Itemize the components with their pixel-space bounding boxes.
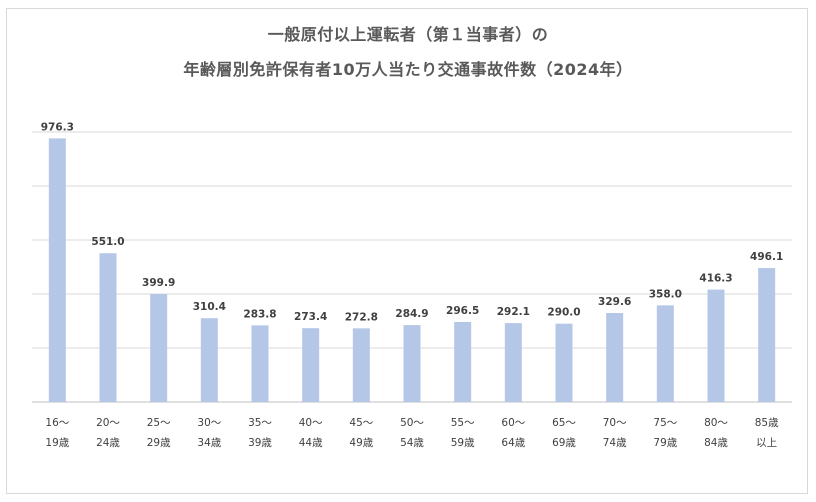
- x-tick-label: 60～: [501, 417, 525, 429]
- x-tick-label: 49歳: [349, 437, 373, 449]
- data-label: 358.0: [649, 288, 682, 300]
- x-tick-label: 以上: [756, 437, 777, 449]
- bar: [707, 289, 725, 402]
- data-label: 273.4: [294, 311, 327, 323]
- x-tick-label: 30～: [197, 417, 221, 429]
- x-tick-label: 55～: [451, 417, 475, 429]
- x-tick-label: 16～: [45, 417, 69, 429]
- x-tick-label: 45～: [349, 417, 373, 429]
- x-tick-label: 39歳: [248, 437, 272, 449]
- x-tick-label: 65～: [552, 417, 576, 429]
- chart-title-line2: 年齢層別免許保有者10万人当たり交通事故件数（2024年）: [183, 60, 633, 79]
- bar: [606, 313, 624, 402]
- bar: [200, 318, 218, 402]
- bar: [656, 305, 674, 402]
- chart-title-line1: 一般原付以上運転者（第１当事者）の: [267, 25, 549, 44]
- x-tick-label: 20～: [96, 417, 120, 429]
- data-label: 290.0: [547, 307, 580, 319]
- x-tick-label: 40～: [299, 417, 323, 429]
- x-tick-label: 64歳: [501, 437, 525, 449]
- x-tick-label: 44歳: [299, 437, 323, 449]
- x-tick-label: 80～: [704, 417, 728, 429]
- x-tick-label: 29歳: [147, 437, 171, 449]
- x-tick-label: 35～: [248, 417, 272, 429]
- data-label: 283.8: [243, 308, 276, 320]
- x-tick-label: 50～: [400, 417, 424, 429]
- bar: [504, 323, 522, 402]
- x-tick-label: 25～: [147, 417, 171, 429]
- x-tick-label: 75～: [653, 417, 677, 429]
- bar: [48, 138, 66, 403]
- data-label: 284.9: [395, 308, 428, 320]
- data-label: 292.1: [497, 306, 530, 318]
- bar: [555, 323, 573, 402]
- bar: [99, 253, 117, 402]
- data-label: 976.3: [41, 121, 74, 133]
- x-tick-label: 54歳: [400, 437, 424, 449]
- data-label: 272.8: [345, 311, 378, 323]
- x-tick-label: 85歳: [755, 417, 779, 429]
- x-tick-label: 84歳: [704, 437, 728, 449]
- data-label: 416.3: [699, 273, 732, 285]
- data-label: 296.5: [446, 305, 479, 317]
- bar: [454, 321, 472, 402]
- x-tick-label: 59歳: [451, 437, 475, 449]
- bar: [251, 325, 269, 402]
- x-tick-label: 79歳: [653, 437, 677, 449]
- bar: [758, 268, 776, 402]
- x-tick-label: 69歳: [552, 437, 576, 449]
- x-tick-label: 70～: [603, 417, 627, 429]
- x-tick-label: 19歳: [45, 437, 69, 449]
- x-tick-label: 74歳: [603, 437, 627, 449]
- chart-frame: [6, 8, 808, 494]
- x-tick-label: 34歳: [197, 437, 221, 449]
- data-label: 329.6: [598, 296, 631, 308]
- data-label: 310.4: [193, 301, 226, 313]
- x-tick-label: 24歳: [96, 437, 120, 449]
- data-label: 551.0: [91, 236, 124, 248]
- data-label: 399.9: [142, 277, 175, 289]
- bar: [302, 328, 320, 402]
- bar: [352, 328, 370, 402]
- data-label: 496.1: [750, 251, 783, 263]
- bar: [403, 325, 421, 402]
- bar: [150, 294, 168, 402]
